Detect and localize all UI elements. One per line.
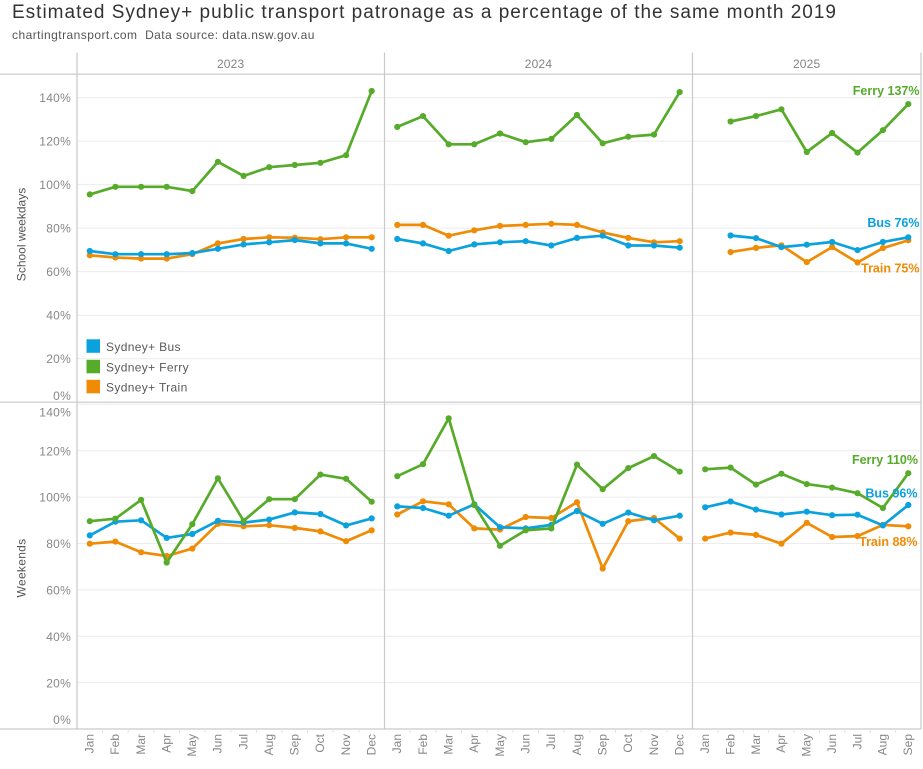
svg-text:Bus 96%: Bus 96% — [865, 487, 917, 501]
svg-text:140%: 140% — [39, 405, 71, 419]
svg-text:120%: 120% — [39, 135, 71, 149]
svg-text:Aug: Aug — [570, 734, 584, 755]
svg-text:Feb: Feb — [416, 734, 430, 755]
svg-text:Sydney+ Ferry: Sydney+ Ferry — [106, 360, 189, 374]
svg-text:School weekdays: School weekdays — [15, 188, 29, 281]
svg-text:Jul: Jul — [850, 734, 864, 749]
svg-text:Oct: Oct — [313, 733, 327, 752]
svg-text:0%: 0% — [53, 713, 71, 727]
svg-text:Jun: Jun — [519, 734, 533, 753]
svg-text:Dec: Dec — [673, 734, 687, 755]
svg-text:Ferry 137%: Ferry 137% — [853, 84, 920, 98]
svg-text:Sep: Sep — [901, 734, 915, 756]
svg-text:Jul: Jul — [544, 734, 558, 749]
svg-text:Feb: Feb — [108, 734, 122, 755]
svg-text:120%: 120% — [39, 444, 71, 458]
svg-text:Sydney+ Train: Sydney+ Train — [106, 380, 188, 394]
svg-text:Mar: Mar — [442, 734, 456, 755]
svg-text:Sep: Sep — [596, 734, 610, 756]
svg-text:Oct: Oct — [621, 733, 635, 752]
svg-text:100%: 100% — [39, 178, 71, 192]
svg-text:Bus 76%: Bus 76% — [867, 216, 919, 230]
svg-text:Nov: Nov — [647, 734, 661, 755]
svg-text:Jun: Jun — [825, 734, 839, 753]
svg-text:Jan: Jan — [390, 734, 404, 753]
svg-text:80%: 80% — [46, 222, 71, 236]
svg-text:60%: 60% — [46, 265, 71, 279]
svg-text:Train 75%: Train 75% — [861, 262, 919, 276]
svg-text:Apr: Apr — [774, 734, 788, 753]
svg-text:100%: 100% — [39, 491, 71, 505]
svg-text:2025: 2025 — [793, 57, 821, 71]
svg-text:Jan: Jan — [698, 734, 712, 753]
svg-text:Mar: Mar — [749, 734, 763, 755]
svg-text:Ferry 110%: Ferry 110% — [852, 453, 918, 467]
svg-text:Jan: Jan — [83, 734, 97, 753]
svg-text:Aug: Aug — [876, 734, 890, 755]
svg-text:May: May — [800, 734, 814, 757]
svg-text:Dec: Dec — [365, 734, 379, 755]
svg-text:Apr: Apr — [160, 734, 174, 753]
svg-text:Jun: Jun — [211, 734, 225, 753]
svg-text:20%: 20% — [46, 676, 71, 690]
svg-text:Aug: Aug — [262, 734, 276, 755]
svg-text:Apr: Apr — [467, 734, 481, 753]
svg-text:Mar: Mar — [134, 734, 148, 755]
svg-text:20%: 20% — [46, 352, 71, 366]
svg-text:May: May — [493, 734, 507, 757]
svg-text:Sydney+ Bus: Sydney+ Bus — [106, 340, 181, 354]
svg-text:40%: 40% — [46, 630, 71, 644]
svg-text:Feb: Feb — [723, 734, 737, 755]
svg-text:Nov: Nov — [339, 734, 353, 755]
svg-text:2024: 2024 — [525, 57, 553, 71]
svg-text:Jul: Jul — [236, 734, 250, 749]
svg-text:0%: 0% — [53, 389, 71, 403]
svg-text:60%: 60% — [46, 584, 71, 598]
svg-text:Train 88%: Train 88% — [859, 535, 917, 549]
svg-text:80%: 80% — [46, 537, 71, 551]
svg-text:140%: 140% — [39, 91, 71, 105]
svg-text:2023: 2023 — [217, 57, 245, 71]
svg-text:40%: 40% — [46, 309, 71, 323]
svg-text:May: May — [185, 734, 199, 757]
svg-text:Weekends: Weekends — [15, 539, 29, 598]
svg-text:Sep: Sep — [288, 734, 302, 756]
